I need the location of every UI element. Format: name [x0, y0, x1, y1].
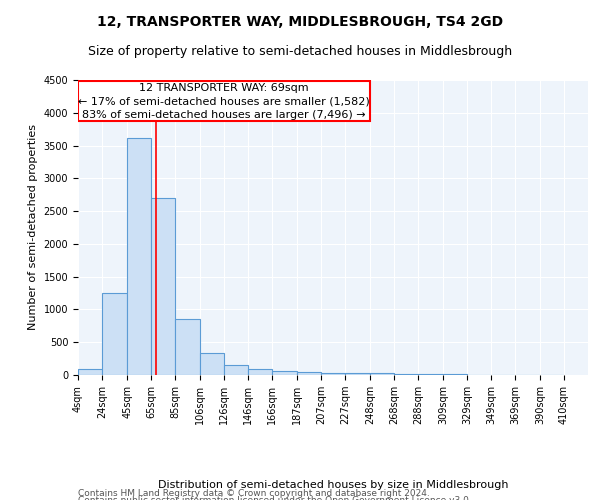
Text: Contains HM Land Registry data © Crown copyright and database right 2024.: Contains HM Land Registry data © Crown c… [78, 488, 430, 498]
Bar [175, 320, 200, 375]
Bar [345, 372, 370, 375]
Bar [370, 372, 394, 375]
Bar [248, 370, 272, 375]
Bar [297, 372, 321, 375]
Bar [443, 374, 467, 375]
Bar [200, 354, 224, 375]
Y-axis label: Number of semi-detached properties: Number of semi-detached properties [28, 124, 38, 330]
Bar [151, 198, 175, 375]
Text: 12 TRANSPORTER WAY: 69sqm: 12 TRANSPORTER WAY: 69sqm [139, 83, 309, 93]
Bar [418, 374, 443, 375]
Bar [78, 369, 102, 375]
Bar [272, 371, 297, 375]
Text: Size of property relative to semi-detached houses in Middlesbrough: Size of property relative to semi-detach… [88, 45, 512, 58]
Bar [321, 372, 345, 375]
Bar [224, 364, 248, 375]
Text: 12, TRANSPORTER WAY, MIDDLESBROUGH, TS4 2GD: 12, TRANSPORTER WAY, MIDDLESBROUGH, TS4 … [97, 15, 503, 29]
Text: Contains public sector information licensed under the Open Government Licence v3: Contains public sector information licen… [78, 496, 472, 500]
Text: ← 17% of semi-detached houses are smaller (1,582): ← 17% of semi-detached houses are smalle… [78, 96, 370, 106]
Bar [127, 138, 151, 375]
Text: Distribution of semi-detached houses by size in Middlesbrough: Distribution of semi-detached houses by … [158, 480, 508, 490]
Bar [102, 292, 127, 375]
FancyBboxPatch shape [78, 82, 370, 122]
Text: 83% of semi-detached houses are larger (7,496) →: 83% of semi-detached houses are larger (… [82, 110, 366, 120]
Bar [394, 374, 418, 375]
